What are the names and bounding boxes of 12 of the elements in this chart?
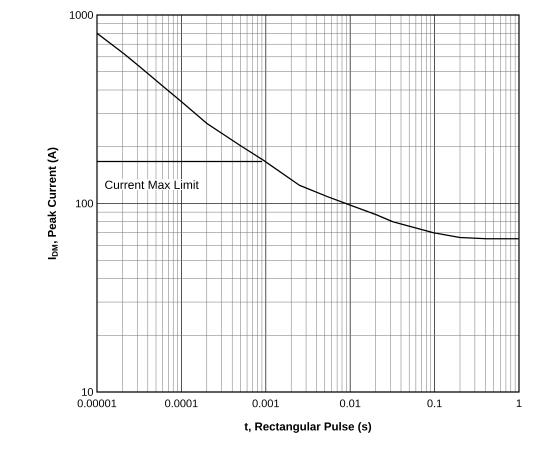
x-tick-label: 0.01	[340, 400, 360, 408]
x-tick-label: 0.00001	[78, 400, 116, 408]
y-axis-title: I$_{DM}$, Peak Current (A)	[48, 148, 58, 260]
annotation: Current Max Limit	[105, 180, 199, 190]
x-tick-label: 0.1	[427, 400, 442, 408]
x-tick-label: 0.001	[252, 400, 279, 408]
y-tick-label: 1000	[70, 11, 94, 19]
x-tick-label: 1	[516, 400, 522, 408]
y-tick-label: 100	[76, 200, 94, 208]
x-tick-label: 0.0001	[165, 400, 198, 408]
y-tick-label: 10	[82, 388, 94, 396]
x-axis-title: t, Rectangular Pulse (s)	[244, 422, 372, 433]
